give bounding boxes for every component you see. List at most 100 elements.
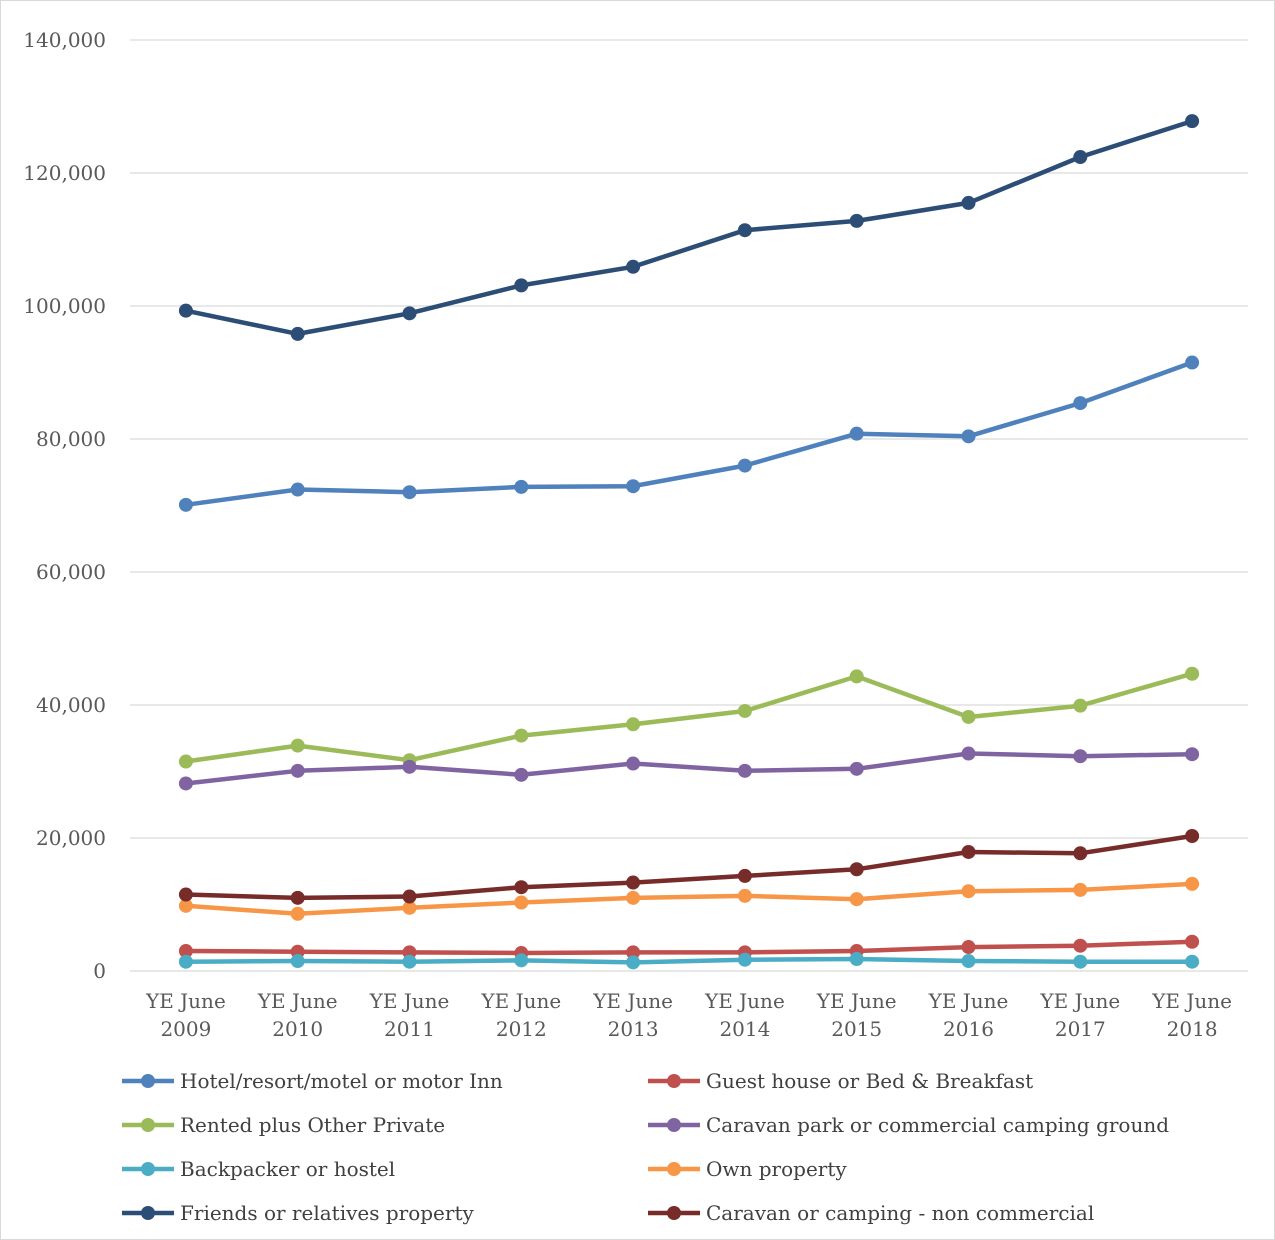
- data-point: [961, 746, 976, 761]
- data-point: [1073, 749, 1088, 764]
- legend-swatch-marker: [667, 1118, 681, 1132]
- data-point: [1185, 829, 1200, 844]
- legend-label: Caravan or camping - non commercial: [706, 1201, 1094, 1225]
- data-point: [849, 892, 864, 907]
- data-point: [961, 884, 976, 899]
- y-tick-label: 80,000: [36, 427, 106, 451]
- data-point: [737, 458, 752, 473]
- data-point: [402, 900, 417, 915]
- y-tick-label: 40,000: [36, 693, 106, 717]
- data-point: [961, 844, 976, 859]
- series-group: [178, 876, 1200, 921]
- data-point: [402, 954, 417, 969]
- data-point: [178, 776, 193, 791]
- legend-label: Own property: [706, 1157, 847, 1181]
- data-point: [1073, 882, 1088, 897]
- y-tick-label: 0: [93, 959, 106, 983]
- data-point: [514, 880, 529, 895]
- series-line: [183, 956, 1195, 965]
- y-axis-tick-labels: 0 20,000 40,000 60,000 80,000 100,000 120,000 1…: [23, 28, 106, 983]
- legend-swatch-marker: [667, 1206, 681, 1220]
- data-point: [1073, 150, 1088, 165]
- series-lines: [178, 114, 1200, 970]
- series-group: [178, 355, 1200, 512]
- legend-item: Hotel/resort/motel or motor Inn: [122, 1069, 503, 1093]
- x-category-label: YE June 2018: [1151, 989, 1232, 1041]
- data-point: [737, 868, 752, 883]
- data-point: [290, 906, 305, 921]
- data-point: [290, 482, 305, 497]
- x-category-label: YE June 2011: [369, 989, 450, 1041]
- data-point: [849, 669, 864, 684]
- x-category-label: YE June 2016: [928, 989, 1009, 1041]
- legend-item: Friends or relatives property: [122, 1201, 474, 1225]
- data-point: [290, 954, 305, 969]
- legend-swatch-marker: [667, 1074, 681, 1088]
- legend-swatch-marker: [141, 1162, 155, 1176]
- series-group: [178, 666, 1200, 769]
- series-group: [178, 934, 1200, 961]
- legend-label: Rented plus Other Private: [180, 1113, 445, 1137]
- data-point: [961, 940, 976, 955]
- legend-swatch-marker: [141, 1074, 155, 1088]
- x-axis-category-labels: YE June 2009 YE June 2010 YE June 2011 YE June…: [145, 989, 1232, 1041]
- data-point: [961, 195, 976, 210]
- data-point: [1073, 698, 1088, 713]
- data-point: [626, 756, 641, 771]
- series-line: [183, 671, 1195, 764]
- data-point: [1185, 876, 1200, 891]
- data-point: [961, 709, 976, 724]
- data-point: [514, 728, 529, 743]
- data-point: [626, 717, 641, 732]
- legend-item: Caravan or camping - non commercial: [648, 1201, 1094, 1225]
- data-point: [1185, 934, 1200, 949]
- x-category-label: YE June 2014: [704, 989, 785, 1041]
- data-point: [849, 761, 864, 776]
- data-point: [1073, 846, 1088, 861]
- data-point: [626, 479, 641, 494]
- data-point: [1185, 666, 1200, 681]
- x-category-label: YE June 2013: [592, 989, 673, 1041]
- data-point: [1185, 954, 1200, 969]
- data-point: [514, 479, 529, 494]
- legend-item: Backpacker or hostel: [122, 1157, 395, 1181]
- data-point: [737, 888, 752, 903]
- y-tick-label: 100,000: [23, 294, 106, 318]
- data-point: [290, 326, 305, 341]
- data-point: [514, 953, 529, 968]
- data-point: [849, 426, 864, 441]
- data-point: [1073, 938, 1088, 953]
- data-point: [178, 754, 193, 769]
- data-point: [849, 213, 864, 228]
- data-point: [178, 303, 193, 318]
- data-point: [737, 703, 752, 718]
- legend-item: Rented plus Other Private: [122, 1113, 445, 1137]
- series-line: [183, 939, 1195, 956]
- data-point: [737, 763, 752, 778]
- data-point: [402, 485, 417, 500]
- data-point: [961, 429, 976, 444]
- x-category-label: YE June 2017: [1039, 989, 1120, 1041]
- series-group: [178, 114, 1200, 341]
- x-category-label: YE June 2009: [145, 989, 226, 1041]
- data-point: [178, 887, 193, 902]
- legend-item: Caravan park or commercial camping groun…: [648, 1113, 1169, 1137]
- series-group: [178, 746, 1200, 791]
- legend-item: Guest house or Bed & Breakfast: [648, 1069, 1033, 1093]
- series-line: [183, 881, 1195, 917]
- data-point: [626, 955, 641, 970]
- data-point: [626, 875, 641, 890]
- data-point: [178, 497, 193, 512]
- series-group: [178, 829, 1200, 905]
- data-point: [626, 945, 641, 960]
- legend: Hotel/resort/motel or motor Inn Guest hou…: [122, 1069, 1169, 1225]
- data-point: [737, 952, 752, 967]
- y-tick-label: 20,000: [36, 826, 106, 850]
- data-point: [626, 890, 641, 905]
- data-point: [178, 944, 193, 959]
- legend-label: Caravan park or commercial camping groun…: [706, 1113, 1169, 1137]
- legend-swatch-marker: [667, 1162, 681, 1176]
- legend-swatch-marker: [141, 1118, 155, 1132]
